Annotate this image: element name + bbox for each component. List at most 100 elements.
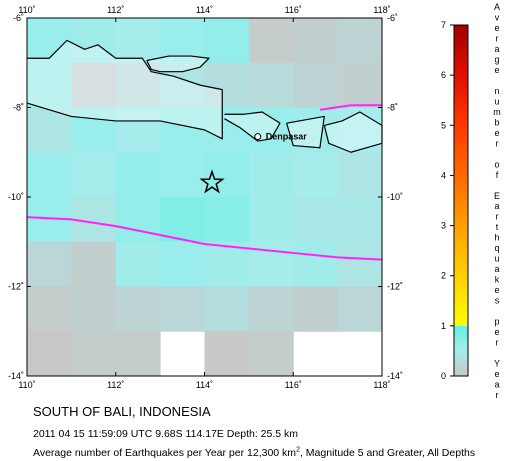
colorbar-title-letter: a — [494, 44, 499, 54]
lat-label-left: -10˚ — [8, 192, 24, 202]
grid-cell — [71, 331, 117, 377]
colorbar-tick-label: 4 — [441, 170, 446, 180]
grid-cell — [204, 62, 250, 108]
colorbar-title-letter: A — [494, 2, 500, 12]
longitude-labels: 110˚ 110˚ 112˚ 112˚ 114˚ 114˚ 116˚ 116˚ 118˚ 118˚ — [18, 5, 390, 390]
grid-cell — [115, 18, 161, 64]
coastline — [286, 115, 325, 149]
grid-cell — [71, 286, 117, 332]
footnote-text: Average number of Earthquakes per Year p… — [33, 447, 297, 459]
grid-cell — [337, 18, 383, 64]
colorbar-title-letter: q — [494, 243, 499, 253]
denpasar-marker: Denpasar — [254, 132, 307, 142]
lon-label-top: 116˚ — [285, 5, 302, 15]
colorbar-title-letter: e — [494, 327, 499, 337]
denpasar-dot — [254, 133, 262, 141]
colorbar-title-letter: s — [495, 296, 500, 306]
colorbar-title-letter: p — [494, 317, 499, 327]
lon-label-bottom: 116˚ — [285, 380, 302, 390]
grid-cell — [337, 62, 383, 108]
grid-cell — [248, 152, 294, 198]
grid-cell — [160, 197, 205, 243]
footnote-superscript: 2 — [296, 446, 300, 454]
colorbar-title-letter: r — [496, 138, 499, 148]
colorbar-title-letter: m — [493, 107, 501, 117]
colorbar-title-letter: f — [496, 170, 499, 180]
grid-cell — [204, 331, 250, 377]
grid-cell — [248, 197, 294, 243]
grid-cell — [204, 286, 250, 332]
colorbar-title-letter: g — [494, 54, 499, 64]
grid-cell — [248, 62, 294, 108]
colorbar-title-letter: k — [495, 275, 500, 285]
colorbar-title-letter: r — [496, 33, 499, 43]
lat-label-right: -8˚ — [387, 103, 398, 113]
grid-cell — [27, 286, 72, 332]
colorbar-tick-label: 1 — [441, 321, 446, 331]
plate-boundaries — [26, 104, 383, 261]
grid-cell — [204, 107, 250, 153]
grid-cell — [27, 107, 72, 153]
lon-label-bottom: 114˚ — [196, 380, 213, 390]
latitude-labels: -6˚ -6˚ -8˚ -8˚ -10˚ -10˚ -12˚ -12˚ -14˚ -14˚ — [8, 13, 403, 381]
lat-label-right: -6˚ — [387, 13, 398, 23]
colorbar-title-letter: u — [494, 96, 499, 106]
grid-cell — [293, 152, 339, 198]
grid-cell — [71, 18, 117, 64]
colorbar-title-letter: r — [496, 212, 499, 222]
lat-label-right: -10˚ — [387, 192, 403, 202]
grid-cell — [27, 241, 72, 287]
map-ticks — [26, 17, 383, 377]
coastline — [26, 39, 223, 140]
grid-cell — [160, 107, 205, 153]
lon-label-bottom: 110˚ — [18, 380, 35, 390]
colorbar-title-letter: r — [496, 390, 499, 400]
colorbar-title-letter: e — [494, 285, 499, 295]
grid-cell — [71, 62, 117, 108]
lon-label-bottom: 118˚ — [373, 380, 390, 390]
grid-cell — [204, 152, 250, 198]
lat-label-right: -12˚ — [387, 282, 403, 292]
grid-cell — [115, 286, 161, 332]
plate-boundary-line — [26, 216, 383, 261]
grid-cell — [204, 197, 250, 243]
grid-cell — [293, 241, 339, 287]
colorbar-title-letter: t — [496, 222, 499, 232]
grid-cell — [293, 197, 339, 243]
colorbar-ticks: 0 1 2 3 4 5 6 7 — [441, 20, 454, 381]
grid-cell — [27, 62, 72, 108]
grid-cell — [293, 107, 339, 153]
lon-label-bottom: 112˚ — [107, 380, 124, 390]
map-title: SOUTH OF BALI, INDONESIA — [33, 404, 211, 419]
coastline — [146, 55, 210, 73]
lon-label-top: 110˚ — [18, 5, 35, 15]
colorbar-title-letter: E — [494, 191, 500, 201]
colorbar-title-letter: v — [495, 12, 500, 22]
colorbar-title-letter: e — [494, 128, 499, 138]
colorbar-title-letter: e — [494, 65, 499, 75]
lat-label-left: -8˚ — [13, 103, 24, 113]
colorbar-title-letter: a — [494, 380, 499, 390]
coastline — [224, 111, 281, 142]
colorbar-tick-label: 0 — [441, 371, 446, 381]
grid-cell — [293, 62, 339, 108]
colorbar-title-letter: b — [494, 117, 499, 127]
colorbar-title-letter: h — [494, 233, 499, 243]
colorbar-tick-label: 3 — [441, 221, 446, 231]
grid-cell — [71, 152, 117, 198]
colorbar-title-letter: n — [494, 86, 499, 96]
grid-cell — [71, 241, 117, 287]
colorbar-title-letter: o — [494, 159, 499, 169]
grid-cell — [115, 107, 161, 153]
grid-cell — [293, 18, 339, 64]
colorbar-tick-label: 7 — [441, 20, 446, 30]
colorbar-tick-label: 2 — [441, 271, 446, 281]
plate-boundary-line — [319, 104, 382, 111]
lat-label-right: -14˚ — [387, 371, 403, 381]
grid-cell — [115, 241, 161, 287]
colorbar-title-letter: a — [494, 264, 499, 274]
grid-cell — [27, 18, 72, 64]
epicenter-star-icon — [199, 169, 225, 194]
seismicity-grid — [27, 18, 383, 377]
